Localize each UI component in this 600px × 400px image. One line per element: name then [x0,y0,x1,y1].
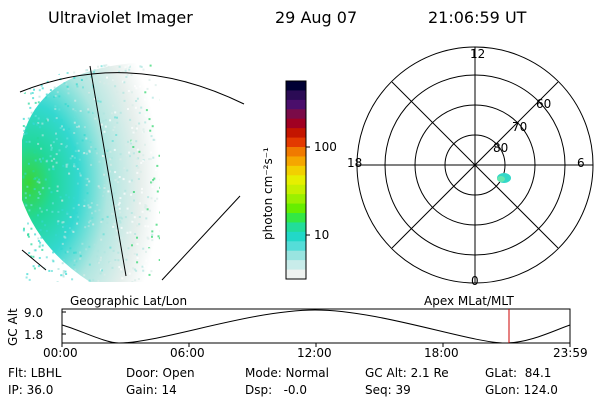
colorbar-swatch [286,194,306,205]
colorbar-unit-label: photon cm⁻²s⁻¹ [261,147,275,240]
info-filter: Flt: LBHL [8,366,62,380]
date-label: 29 Aug 07 [275,8,358,27]
info-ip: IP: 36.0 [8,383,54,397]
xtick-label-1200: 12:00 [297,346,332,360]
colorbar-swatch [286,250,306,261]
colorbar-swatch [286,147,306,158]
grid-line-right [161,195,241,281]
grid-line-left [21,249,47,271]
mlt-label-12: 12 [470,47,486,61]
timeline-y-axis-label: GC Alt [6,308,20,346]
xtick-label-2359: 23:59 [553,346,588,360]
colorbar-swatches [286,81,306,280]
polar-diagonal-2 [391,81,559,249]
colorbar-swatch [286,260,306,271]
terminator-line [89,65,127,277]
timeline-frame [61,308,571,344]
colorbar-swatch [286,213,306,224]
info-door: Door: Open [126,366,195,380]
info-seq: Seq: 39 [365,383,411,397]
info-mode: Mode: Normal [245,366,329,380]
timeline-title-apex: Apex MLat/MLT [424,294,514,308]
info-dsp: Dsp: -0.0 [245,383,308,397]
info-gain: Gain: 14 [126,383,177,397]
time-label: 21:06:59 UT [428,8,527,27]
instrument-title: Ultraviolet Imager [48,8,193,27]
colorbar-swatch [286,184,306,195]
colorbar-swatch [286,231,306,242]
lat-label-70: 70 [512,120,528,134]
colorbar-swatch [286,81,306,92]
mlt-label-6: 6 [577,156,585,170]
colorbar-swatch [286,137,306,148]
colorbar-swatch [286,128,306,139]
lat-label-80: 80 [493,141,509,155]
polar-aurora-core [497,176,505,182]
colorbar-swatch [286,241,306,252]
colorbar-swatch [286,165,306,176]
colorbar-swatch [286,269,306,280]
mlt-label-18: 18 [347,156,363,170]
colorbar-swatch [286,118,306,129]
colorbar-frame [285,80,307,280]
info-glon: GLon: 124.0 [485,383,558,397]
colorbar-swatch [286,90,306,101]
timeline-plot [61,308,571,347]
altitude-curve [61,309,571,344]
earth-limb-arc [19,72,245,105]
info-gc-altitude: GC Alt: 2.1 Re [365,366,449,380]
timeline-title-geographic: Geographic Lat/Lon [70,294,188,308]
colorbar-swatch [286,156,306,167]
uv-image-panel [19,62,245,282]
colorbar-label-100: 100 [314,140,337,154]
xtick-label-0000: 00:00 [43,346,78,360]
colorbar [285,80,310,280]
mlt-label-0: 0 [471,274,479,288]
colorbar-swatch [286,203,306,214]
lat-label-60: 60 [536,97,552,111]
colorbar-swatch [286,109,306,120]
xtick-label-0600: 06:00 [170,346,205,360]
ytick-label-1-8: 1.8 [24,328,44,342]
polar-plot [356,46,594,284]
xtick-label-1800: 18:00 [424,346,459,360]
aurora-emission-region [22,62,160,282]
info-glat: GLat: 84.1 [485,366,552,380]
colorbar-label-10: 10 [314,228,330,242]
ytick-label-9: 9.0 [24,306,44,320]
colorbar-swatch [286,175,306,186]
colorbar-swatch [286,99,306,110]
colorbar-swatch [286,222,306,233]
